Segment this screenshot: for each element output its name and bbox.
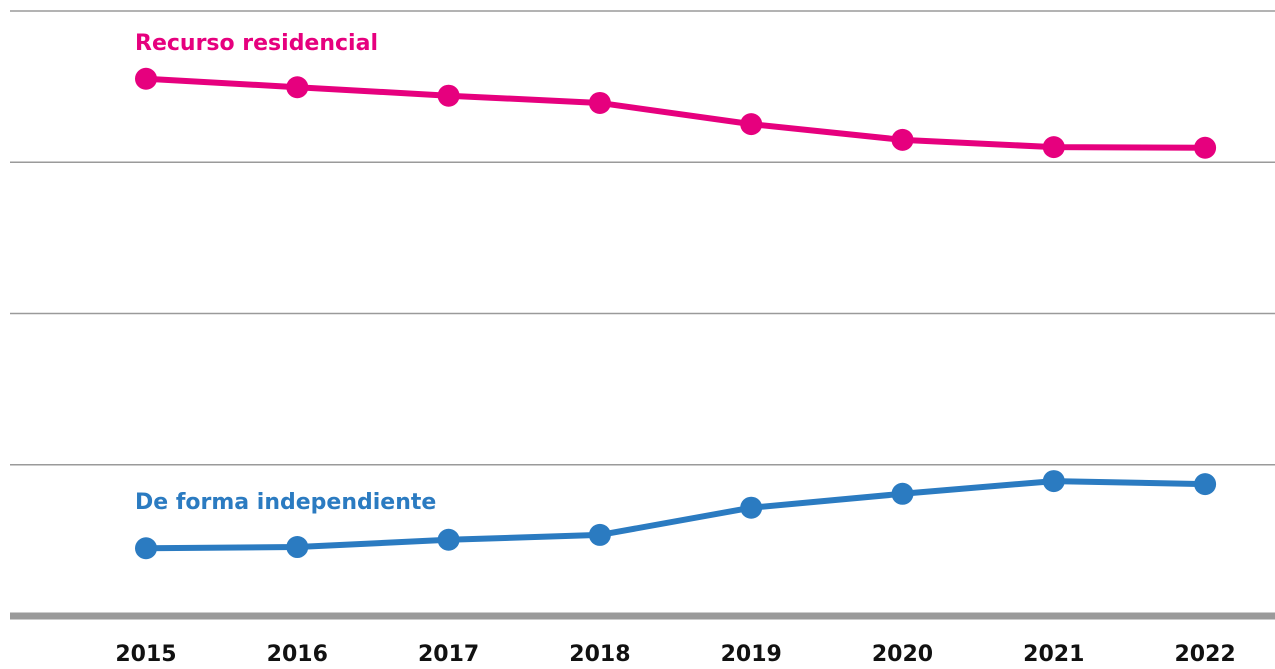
series-line: [145, 478, 1206, 552]
point: [286, 536, 309, 559]
series-line: [145, 75, 1206, 151]
point: [1042, 136, 1065, 159]
x-tick-label: 2018: [569, 642, 630, 667]
x-tick-label: 2022: [1174, 642, 1235, 667]
point: [286, 76, 309, 99]
point: [740, 496, 763, 519]
x-tick-label: 2016: [267, 642, 328, 667]
point: [437, 84, 460, 107]
point: [1194, 473, 1217, 496]
point: [1194, 136, 1217, 159]
point: [891, 128, 914, 151]
point: [891, 482, 914, 505]
x-tick-label: 2019: [721, 642, 782, 667]
x-tick-label: 2020: [872, 642, 933, 667]
series-label: Recurso residencial: [135, 31, 378, 56]
point: [1042, 470, 1065, 493]
point: [588, 523, 611, 546]
series-label: De forma independiente: [135, 490, 436, 515]
x-tick-label: 2017: [418, 642, 479, 667]
x-tick-label: 2015: [115, 642, 176, 667]
point: [588, 91, 611, 114]
point: [135, 537, 157, 560]
point: [135, 67, 157, 90]
x-tick-label: 2021: [1023, 642, 1084, 667]
point: [740, 113, 763, 136]
point: [437, 528, 460, 551]
